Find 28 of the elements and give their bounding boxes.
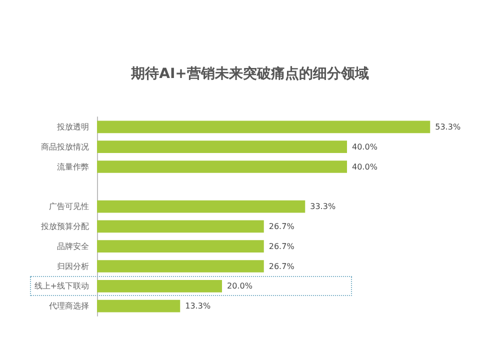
chart-title: 期待AI+营销未来突破痛点的细分领域 (130, 65, 369, 82)
bar (97, 160, 347, 173)
data-label: 13.3% (185, 302, 211, 311)
y-tick-label: 归因分析 (57, 262, 89, 271)
bar (97, 240, 264, 253)
bar (97, 280, 222, 292)
data-label: 26.7% (268, 222, 295, 231)
y-tick-label: 流量作弊 (57, 162, 89, 172)
data-label: 40.0% (352, 142, 378, 152)
data-label: 33.3% (310, 202, 336, 212)
bar (97, 220, 264, 233)
y-tick-label: 代理商选择 (48, 302, 89, 311)
y-tick-label: 线上+线下联动 (34, 282, 89, 291)
bar (97, 300, 180, 312)
data-label: 26.7% (268, 242, 295, 251)
data-label: 40.0% (352, 162, 378, 172)
bar (97, 140, 347, 154)
data-label: 20.0% (227, 282, 253, 291)
y-tick-label: 商品投放情况 (41, 142, 89, 152)
bar (97, 120, 430, 134)
y-tick-label: 广告可见性 (49, 202, 89, 212)
data-label: 53.3% (435, 122, 461, 132)
bar (97, 200, 306, 213)
y-tick-label: 投放透明 (56, 122, 89, 132)
y-tick-label: 品牌安全 (57, 242, 89, 251)
bar (97, 260, 264, 272)
data-label: 26.7% (268, 262, 295, 271)
y-tick-label: 投放预算分配 (40, 222, 89, 231)
